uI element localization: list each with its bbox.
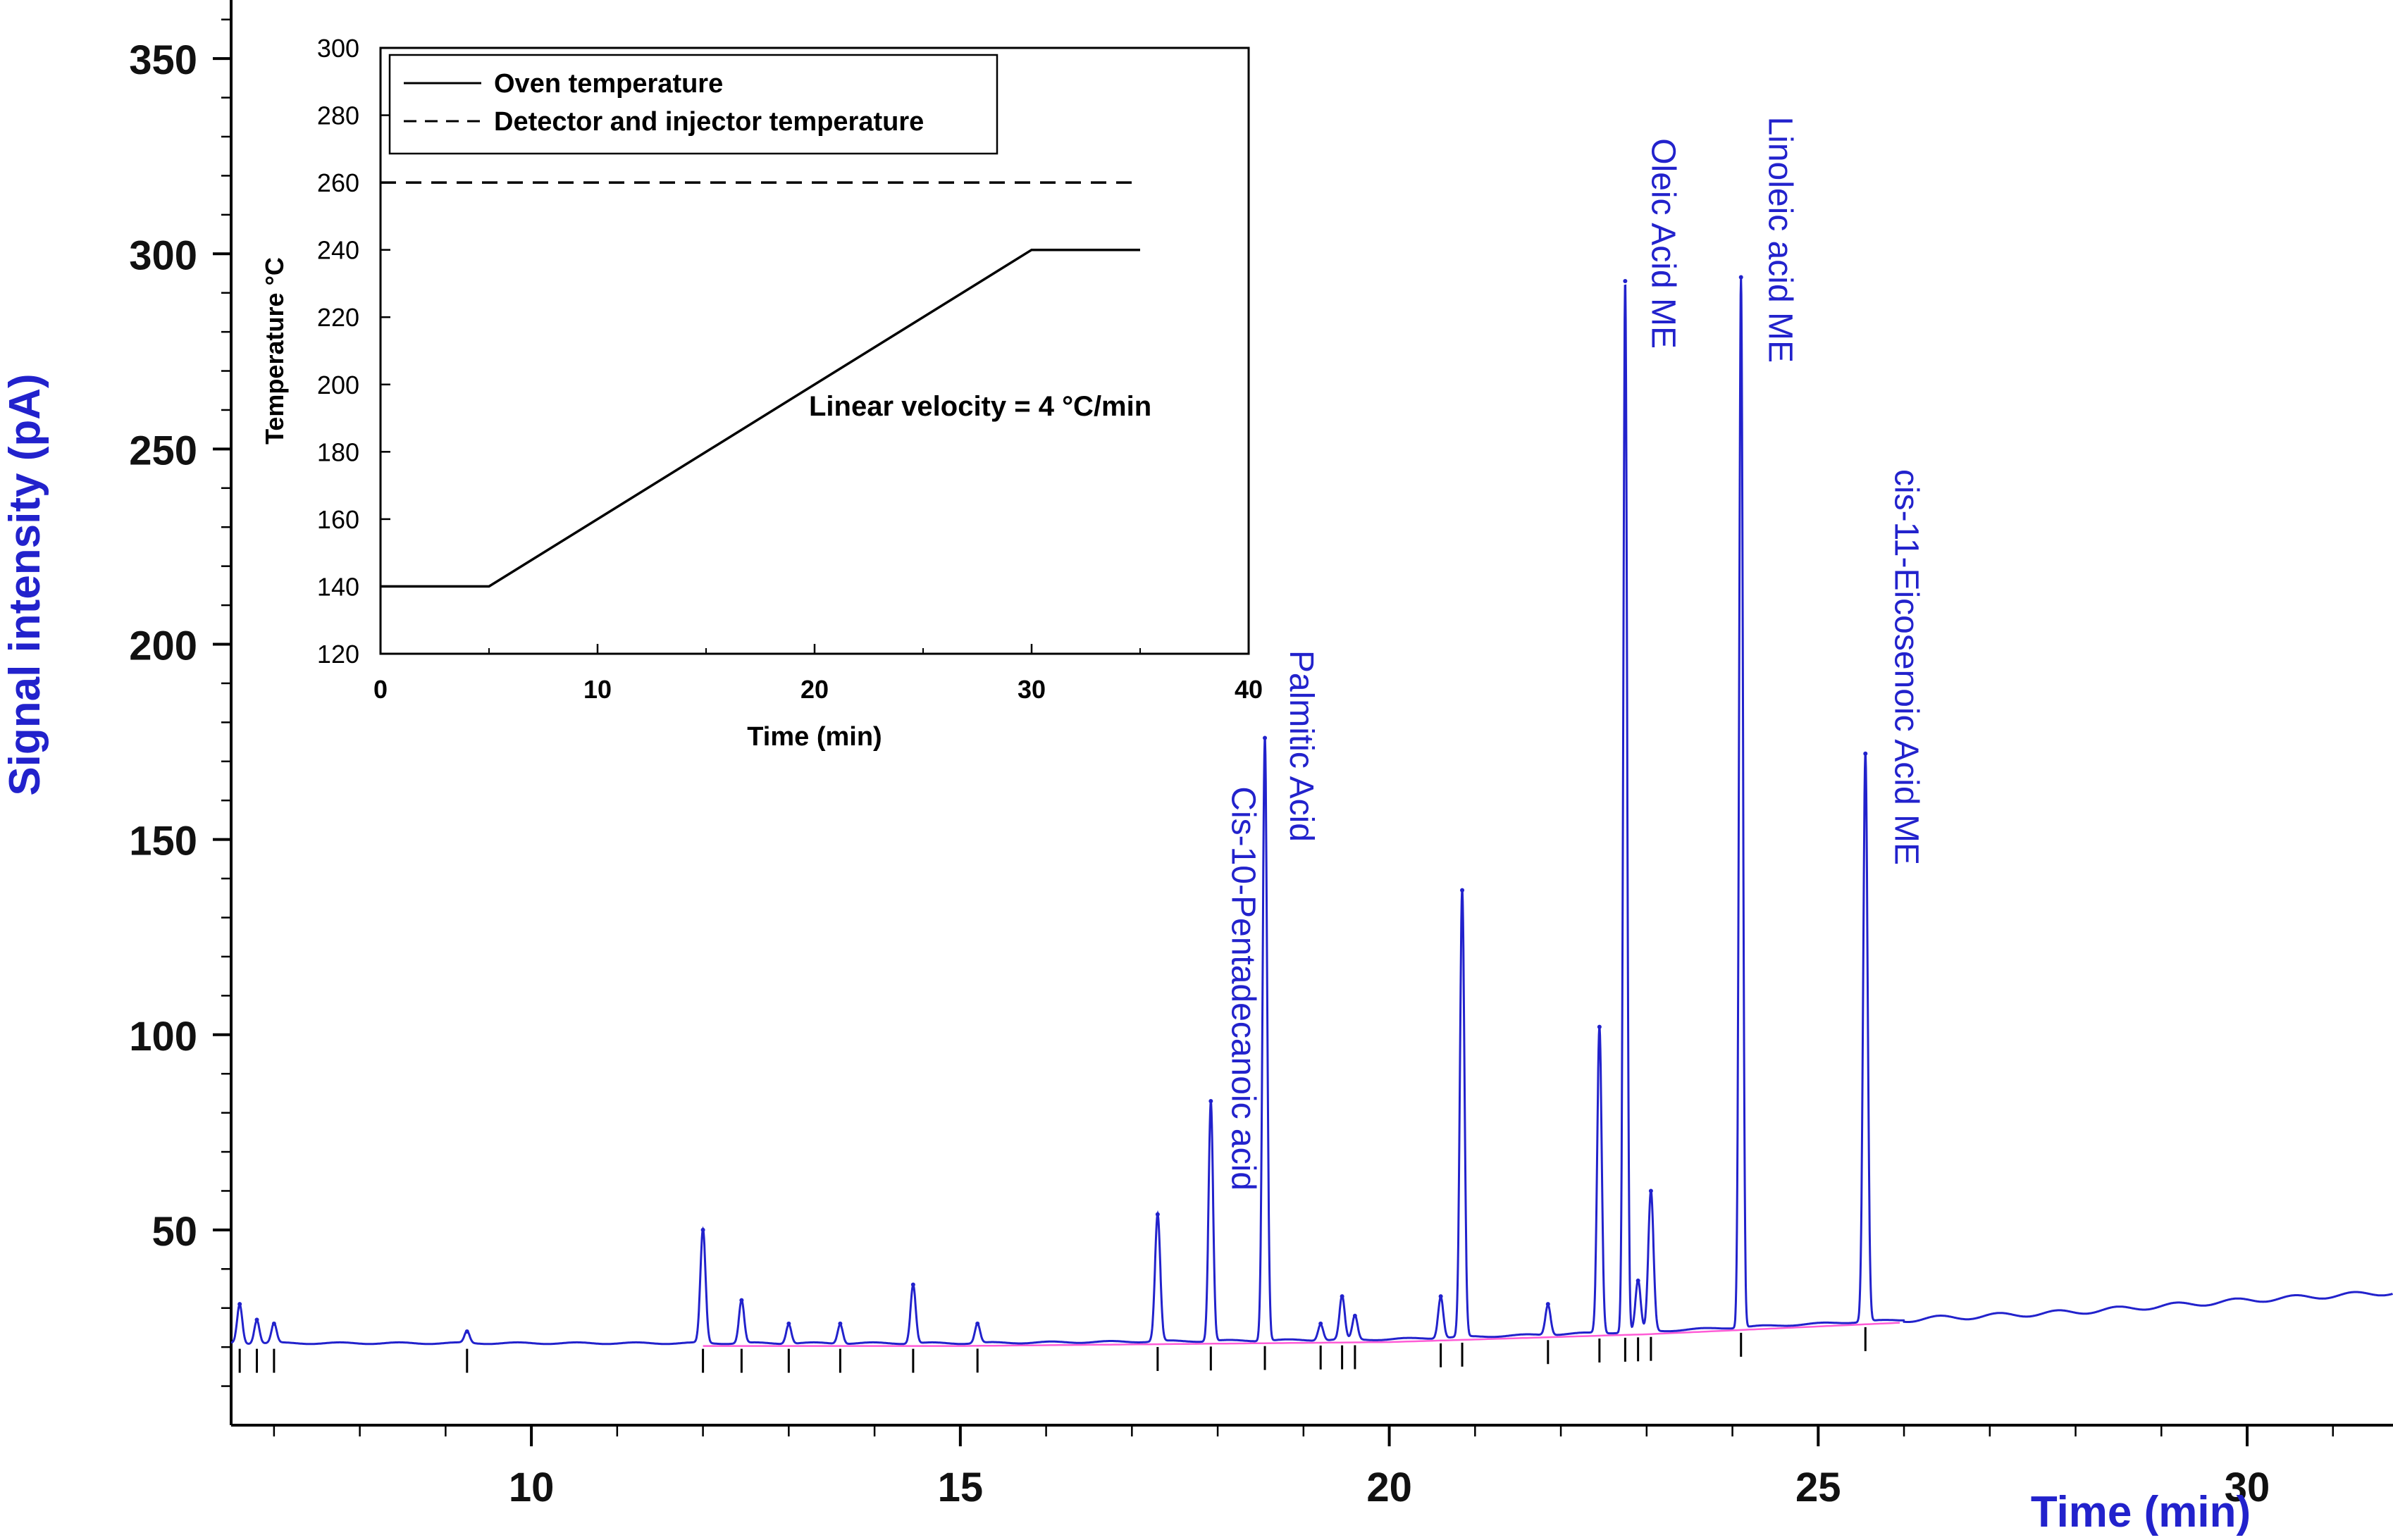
y-axis-label: Signal intensity (pA) xyxy=(1,373,49,795)
inset-y-tick-label: 260 xyxy=(317,168,359,197)
x-tick-label: 10 xyxy=(509,1465,555,1510)
y-tick-label: 50 xyxy=(152,1209,197,1255)
peak-17-apex-mark xyxy=(1460,888,1465,893)
peak-4-apex-mark xyxy=(700,1227,705,1232)
x-tick-label: 30 xyxy=(2225,1465,2270,1510)
inset-x-tick-label: 0 xyxy=(373,675,388,704)
inset-x-axis-label: Time (min) xyxy=(747,722,882,752)
inset-y-tick-label: 300 xyxy=(317,34,359,63)
x-tick-label: 15 xyxy=(938,1465,984,1510)
inset-legend-label-0: Oven temperature xyxy=(494,69,723,99)
inset-legend-label-1: Detector and injector temperature xyxy=(494,107,924,137)
inset-y-tick-label: 200 xyxy=(317,371,359,399)
inset-legend-box xyxy=(388,54,998,155)
peak-0-apex-mark xyxy=(237,1302,242,1307)
peak-19-apex-mark xyxy=(1597,1024,1602,1029)
peak-12-apex-mark xyxy=(1263,735,1268,740)
peak-label-3: Linoleic acid ME xyxy=(1762,117,1799,364)
peak-8-apex-mark xyxy=(910,1282,915,1287)
inset-y-tick-label: 240 xyxy=(317,236,359,265)
peak-15-apex-mark xyxy=(1352,1313,1357,1318)
peak-22-apex-mark xyxy=(1648,1188,1653,1193)
inset-y-axis-label: Temperature °C xyxy=(260,257,289,445)
inset-annotation: Linear velocity = 4 °C/min xyxy=(809,391,1151,422)
inset-x-tick-label: 30 xyxy=(1018,675,1046,704)
peak-label-2: Oleic Acid ME xyxy=(1644,138,1681,349)
peak-7-apex-mark xyxy=(838,1321,843,1326)
peak-23-apex-mark xyxy=(1738,275,1743,280)
inset-x-tick-label: 20 xyxy=(800,675,829,704)
peak-6-apex-mark xyxy=(786,1321,791,1326)
signal-trace xyxy=(230,278,2393,1346)
inset-y-tick-label: 120 xyxy=(317,640,359,669)
peak-3-apex-mark xyxy=(464,1329,469,1334)
y-tick-label: 300 xyxy=(129,232,197,278)
peak-21-apex-mark xyxy=(1635,1278,1640,1283)
peak-16-apex-mark xyxy=(1438,1294,1443,1299)
y-tick-label: 250 xyxy=(129,428,197,473)
x-tick-label: 25 xyxy=(1795,1465,1841,1510)
peak-label-0: Cis-10-Pentadecanoic acid xyxy=(1224,786,1261,1191)
peak-24-apex-mark xyxy=(1863,751,1868,756)
x-axis-label: Time (min) xyxy=(2031,1488,2251,1536)
peak-label-1: Palmitic Acid xyxy=(1282,650,1320,842)
inset-y-tick-label: 180 xyxy=(317,437,359,466)
peak-13-apex-mark xyxy=(1318,1321,1323,1326)
x-tick-label: 20 xyxy=(1366,1465,1412,1510)
peak-1-apex-mark xyxy=(254,1317,259,1322)
peak-20-apex-mark xyxy=(1623,279,1628,284)
peak-5-apex-mark xyxy=(739,1298,744,1303)
inset-y-tick-label: 160 xyxy=(317,505,359,534)
inset-series-0-line xyxy=(381,248,1140,588)
inset-y-tick-label: 220 xyxy=(317,303,359,332)
y-tick-label: 100 xyxy=(129,1014,197,1060)
peak-10-apex-mark xyxy=(1155,1212,1160,1217)
integration-baseline xyxy=(703,1322,1900,1347)
inset-y-tick-label: 140 xyxy=(317,572,359,601)
peak-label-4: cis-11-Eicosenoic Acid ME xyxy=(1887,469,1924,865)
y-tick-label: 200 xyxy=(129,623,197,669)
peak-9-apex-mark xyxy=(975,1321,980,1326)
peak-18-apex-mark xyxy=(1545,1302,1550,1307)
peak-14-apex-mark xyxy=(1340,1294,1344,1299)
y-tick-label: 350 xyxy=(129,37,197,83)
inset-x-tick-label: 10 xyxy=(583,675,612,704)
peak-2-apex-mark xyxy=(271,1321,276,1326)
peak-11-apex-mark xyxy=(1208,1098,1213,1103)
y-tick-label: 150 xyxy=(129,819,197,864)
inset-y-tick-label: 280 xyxy=(317,101,359,130)
inset-x-tick-label: 40 xyxy=(1235,675,1263,704)
